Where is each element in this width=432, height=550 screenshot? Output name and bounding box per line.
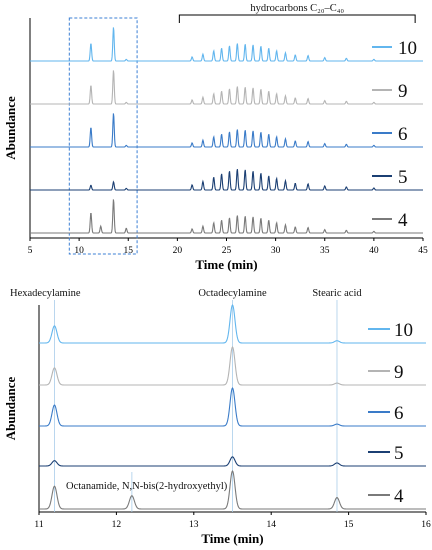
y-axis-title: Abundance (3, 96, 18, 160)
x-tick-label: 5 (28, 246, 33, 256)
chromatogram-trace-5 (30, 169, 423, 191)
legend-label-6: 6 (398, 124, 408, 145)
x-tick-label: 16 (421, 520, 431, 530)
x-axis-title: Time (min) (201, 531, 263, 546)
legend-label-10: 10 (394, 320, 413, 341)
legend-label-6: 6 (394, 403, 404, 424)
dashed-region-box (68, 17, 138, 255)
bottom-chromatogram-panel: 11 12 13 14 15 16 Time (min) Abundance Hexadecyl… (3, 288, 431, 546)
hydrocarbon-bracket (178, 14, 416, 23)
y-axis-title: Abundance (3, 376, 18, 440)
x-tick-label: 25 (222, 246, 232, 256)
x-tick-label: 14 (266, 520, 276, 530)
x-tick-label: 15 (344, 520, 354, 530)
legend-label-5: 5 (398, 167, 408, 188)
peak-label-2: Octadecylamine (198, 288, 267, 299)
legend-label-9: 9 (398, 81, 408, 102)
x-tick-label: 13 (189, 520, 199, 530)
legend-label-9: 9 (394, 362, 404, 383)
legend-label-4: 4 (394, 486, 404, 507)
x-tick-label: 15 (124, 246, 134, 256)
x-tick-label: 12 (112, 520, 122, 530)
chromatogram-trace-10 (30, 27, 423, 62)
x-tick-label: 10 (74, 246, 84, 256)
chromatogram-trace-9 (30, 70, 423, 105)
chromatogram-trace-4 (30, 199, 423, 234)
peak-label-3: Stearic acid (312, 288, 362, 299)
legend-label-10: 10 (398, 38, 417, 59)
x-tick-label: 40 (369, 246, 379, 256)
peak-label-4: Octanamide, N,N-bis(2-hydroxyethyl) (66, 481, 228, 492)
x-tick-label: 35 (320, 246, 330, 256)
hydrocarbon-bracket-label: hydrocarbons C₂₀–C₄₀ (250, 3, 344, 14)
x-tick-label: 30 (271, 246, 281, 256)
x-tick-label: 20 (173, 246, 183, 256)
legend-label-5: 5 (394, 443, 404, 464)
chromatogram-trace-6 (30, 113, 423, 148)
peak-label-1: Hexadecylamine (10, 288, 81, 299)
legend-label-4: 4 (398, 210, 408, 231)
x-axis-title: Time (min) (195, 257, 257, 272)
x-tick-label: 45 (418, 246, 428, 256)
x-tick-label: 11 (34, 520, 43, 530)
